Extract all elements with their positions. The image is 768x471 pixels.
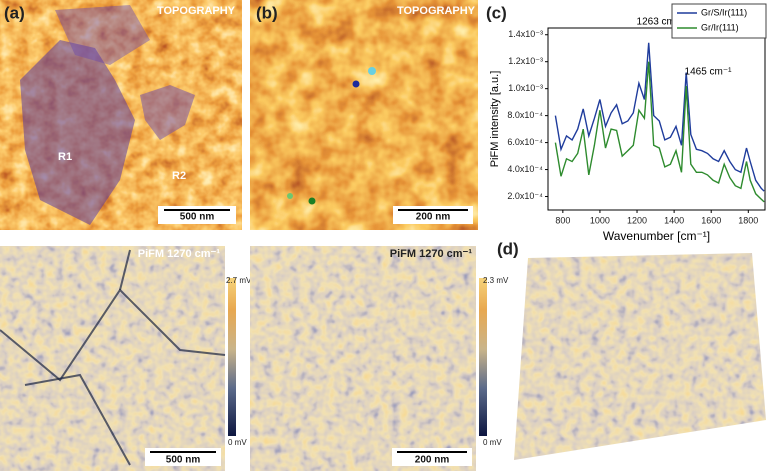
y-axis-label: PiFM intensity [a.u.]: [489, 71, 501, 168]
topography-image: [250, 0, 478, 230]
image-title: TOPOGRAPHY: [157, 5, 236, 17]
scale-label: 500 nm: [166, 455, 201, 466]
region-label: R1: [58, 151, 72, 163]
scale-label: 200 nm: [416, 212, 451, 223]
panel-label: (c): [486, 3, 507, 22]
marker: [352, 80, 360, 88]
image-title: PiFM 1270 cm⁻¹: [390, 248, 473, 260]
series-line: [554, 42, 765, 192]
wrinkle: [24, 373, 131, 466]
colorbar-label: 2.3 mV: [483, 276, 509, 285]
colorbar: [228, 278, 236, 436]
plot-frame: [547, 27, 766, 211]
series-line: [554, 61, 765, 203]
x-tick-label: 1800: [738, 215, 758, 225]
region-label: R2: [172, 170, 186, 182]
scale-label: 200 nm: [415, 455, 450, 466]
x-tick-label: 800: [555, 215, 570, 225]
wrinkle: [119, 249, 131, 291]
colorbar-label: 2.7 mV: [226, 276, 252, 285]
panel-label: (a): [4, 3, 25, 22]
image-title: TOPOGRAPHY: [397, 5, 476, 17]
x-tick-label: 1600: [701, 215, 721, 225]
x-tick-label: 1200: [627, 215, 647, 225]
flake-r2: [140, 85, 195, 140]
y-tick-label: 1.4x10⁻³: [508, 29, 543, 39]
pifm-image: [250, 246, 476, 471]
colorbar: [479, 278, 487, 436]
y-tick-label: 1.2x10⁻³: [508, 56, 543, 66]
annotation: 1465 cm⁻¹: [685, 67, 733, 78]
legend-label: Gr/S/Ir(111): [701, 7, 747, 17]
y-tick-label: 6.0x10⁻⁴: [507, 137, 543, 147]
y-tick-label: 4.0x10⁻⁴: [507, 164, 543, 174]
colorbar-label: 0 mV: [483, 438, 502, 447]
legend-label: Gr/Ir(111): [701, 22, 739, 32]
marker: [308, 197, 316, 205]
colorbar-label: 0 mV: [228, 438, 247, 447]
spectrum-chart: (c) 2.0x10⁻⁴ 4.0x10⁻⁴ 6.0x10⁻⁴ 8.0x10⁻⁴ 1.0x1…: [486, 3, 767, 243]
marker: [368, 67, 376, 75]
x-axis-label: Wavenumber [cm⁻¹]: [603, 229, 710, 243]
annotation: 1263 cm⁻¹: [637, 17, 685, 28]
legend-box: [671, 3, 767, 39]
y-tick-label: 1.0x10⁻³: [508, 83, 543, 93]
panel-label: (d): [497, 239, 519, 258]
y-tick-label: 8.0x10⁻⁴: [507, 110, 543, 120]
flake-r1: [20, 40, 135, 225]
pifm-3d-image: [514, 253, 766, 460]
x-tick-label: 1400: [664, 215, 684, 225]
panel-label: (b): [256, 3, 278, 22]
flake: [55, 5, 150, 65]
marker: [287, 193, 293, 199]
image-title: PiFM 1270 cm⁻¹: [138, 248, 221, 260]
y-tick-label: 2.0x10⁻⁴: [507, 191, 543, 201]
scale-label: 500 nm: [180, 212, 215, 223]
x-tick-label: 1000: [590, 215, 610, 225]
